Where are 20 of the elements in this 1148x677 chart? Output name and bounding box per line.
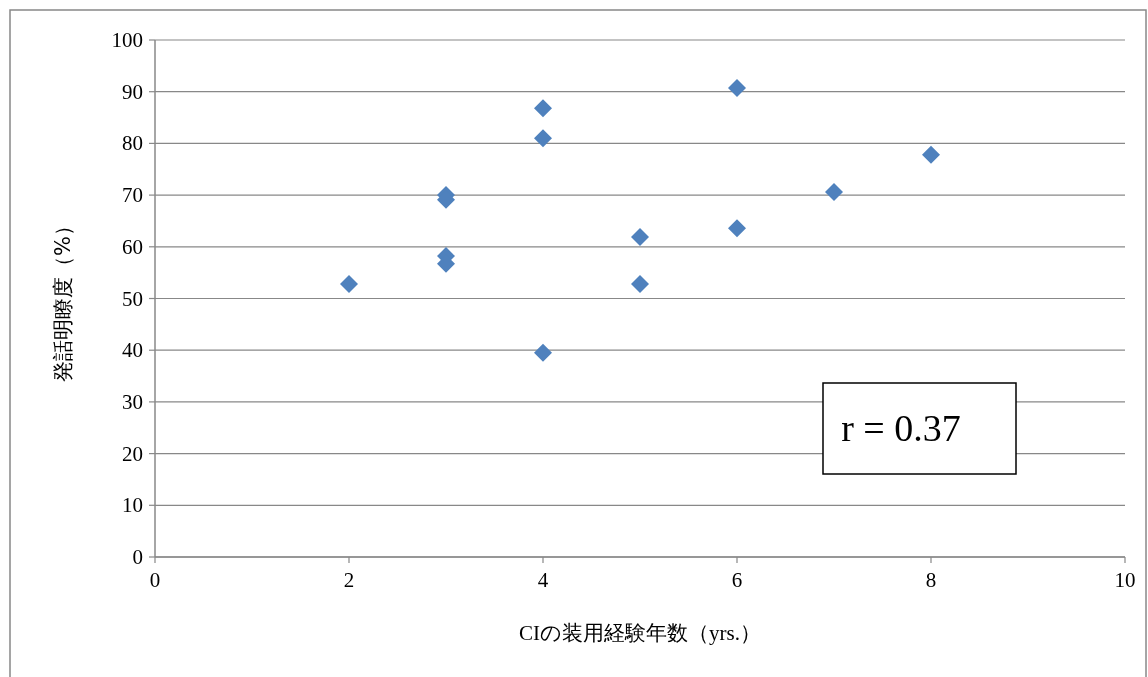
y-tick-label: 100 — [111, 28, 143, 52]
y-tick-label: 70 — [122, 183, 143, 208]
x-tick-label: 2 — [343, 568, 355, 592]
y-tick-label: 50 — [122, 286, 143, 311]
y-tick-label: 80 — [122, 131, 143, 156]
x-axis-title: CIの装用経験年数（yrs.） — [519, 621, 761, 645]
x-tick-label: 10 — [1114, 568, 1136, 592]
x-tick-label: 8 — [925, 568, 937, 592]
y-tick-label: 30 — [122, 389, 143, 414]
y-tick-label: 90 — [122, 79, 143, 104]
y-tick-label: 60 — [122, 234, 143, 259]
y-tick-label: 40 — [122, 338, 143, 363]
x-tick-label: 0 — [149, 568, 161, 592]
x-tick-label: 6 — [731, 568, 743, 592]
y-tick-label: 0 — [132, 545, 143, 569]
y-axis-title: 発話明瞭度（%） — [51, 215, 75, 382]
x-tick-label: 4 — [537, 568, 549, 592]
y-tick-label: 20 — [122, 441, 143, 466]
annotation: r = 0.37 — [841, 407, 961, 449]
y-tick-label: 10 — [122, 493, 143, 518]
